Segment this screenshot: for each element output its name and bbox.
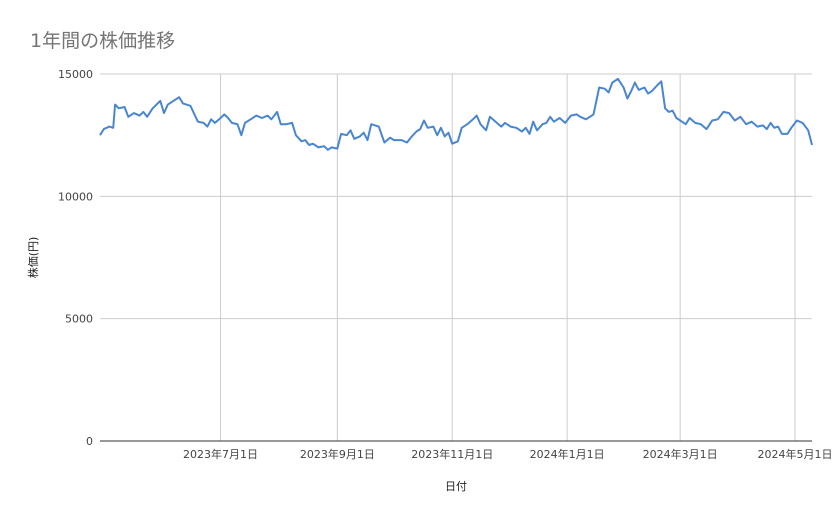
x-tick-label: 2024年5月1日 <box>758 447 833 461</box>
series <box>99 77 813 151</box>
x-axis-title: 日付 <box>445 480 467 493</box>
y-tick-label: 5000 <box>65 313 93 326</box>
tick-labels: 0 5000 10000 15000 2023年7月1日 2023年9月1日 2023年11… <box>58 68 833 461</box>
x-tick-label: 2023年9月1日 <box>300 447 375 461</box>
x-tick-label: 2024年1月1日 <box>530 447 605 461</box>
x-tick-label: 2023年11月1日 <box>411 447 493 461</box>
chart-title: 1年間の株価推移 <box>30 30 176 52</box>
series-line <box>99 77 813 151</box>
y-tick-label: 15000 <box>58 68 93 81</box>
x-tick-label: 2023年7月1日 <box>183 447 258 461</box>
x-tick-label: 2024年3月1日 <box>643 447 718 461</box>
y-axis-title: 株価(円) <box>26 237 40 279</box>
grid-lines <box>100 73 812 441</box>
y-tick-label: 0 <box>86 435 93 448</box>
y-tick-label: 10000 <box>58 190 93 203</box>
